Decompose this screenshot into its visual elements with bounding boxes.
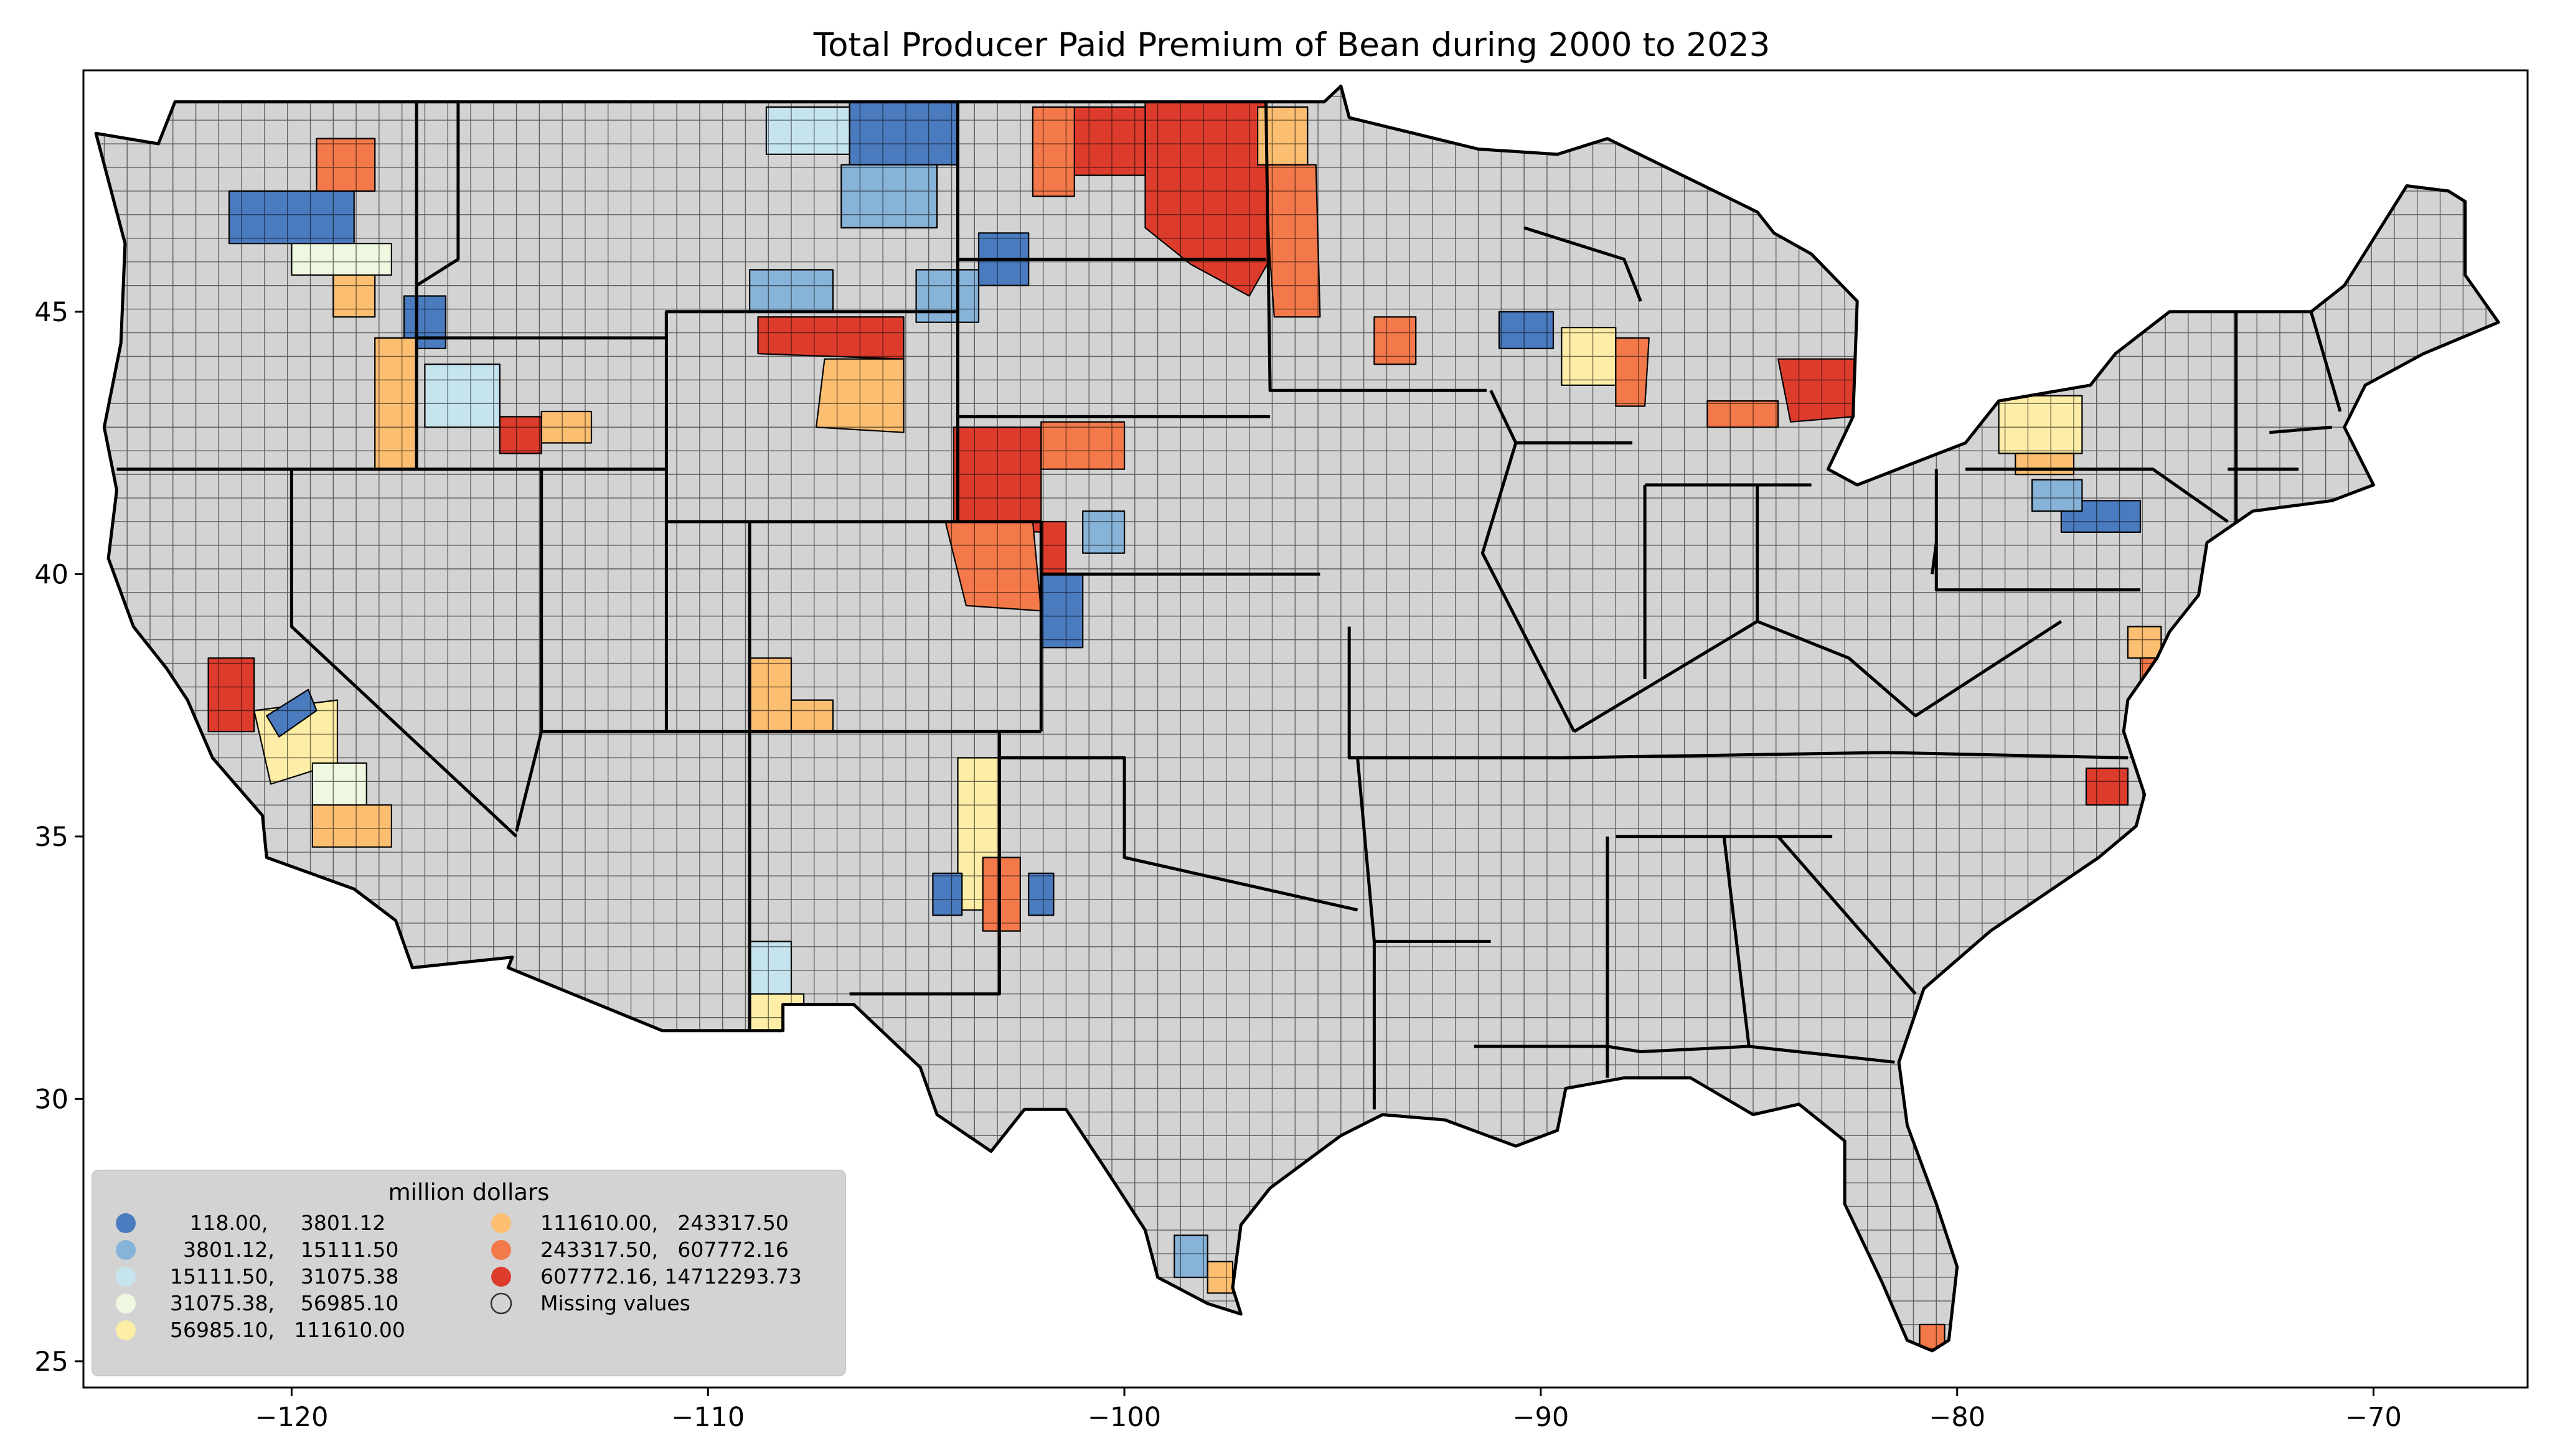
county-region [1706,400,1779,428]
state-border [2309,311,2342,412]
county-region [1998,395,2083,454]
state-border [1480,390,1576,733]
x-tick-label: −100 [1088,1402,1161,1433]
county-region [2085,768,2129,806]
state-border [1934,469,2140,592]
legend: million dollars 118.00, 3801.12 3801.12,… [92,1170,846,1376]
county-region [2127,626,2162,659]
state-borders [94,84,2500,1353]
legend-marker [491,1240,511,1260]
county-region [1040,421,1126,470]
legend-entry-label: 3801.12, 15111.50 [157,1238,398,1262]
county-region [1498,311,1555,349]
legend-entry-label: 118.00, 3801.12 [157,1211,385,1235]
county-region [765,106,850,155]
county-region [1174,1234,1208,1279]
y-tick-label: 30 [34,1084,68,1115]
y-axis: 25 30 35 40 45 [34,297,83,1378]
county-region [982,857,1022,932]
y-tick-label: 45 [34,297,68,328]
county-region [316,138,376,192]
county-region [2031,479,2083,512]
y-tick-label: 35 [34,822,68,853]
legend-entry-label: 15111.50, 31075.38 [157,1264,398,1289]
county-region [1615,337,1650,407]
state-border [289,469,518,838]
county-region [291,243,393,276]
state-border [849,731,1001,996]
map-layer [96,86,2499,1351]
legend-entry-label: Missing values [540,1291,690,1315]
county-region [1028,872,1055,916]
x-tick-label: −110 [671,1402,745,1433]
legend-marker [491,1213,511,1233]
state-border [1523,226,1642,302]
x-tick-label: −120 [255,1402,328,1433]
state-border [1561,751,2128,759]
state-border [1264,101,1487,392]
county-region [748,657,793,733]
y-tick-label: 25 [34,1346,68,1378]
legend-entry-label: 31075.38, 56985.10 [157,1291,398,1315]
county-region [499,416,542,454]
county-region [915,269,980,323]
state-border [1777,835,1917,995]
x-axis: −120 −110 −100 −90 −80 −70 [255,1388,2402,1433]
chart-title: Total Producer Paid Premium of Bean duri… [813,26,1771,64]
state-border [999,756,1358,912]
x-tick-label: −80 [1929,1402,1985,1433]
state-border [1474,1045,1895,1064]
state-border [415,101,958,340]
legend-box [92,1170,846,1376]
county-region [228,190,355,245]
legend-entry-label: 607772.16, 14712293.73 [540,1264,802,1289]
legend-marker [116,1294,136,1313]
legend-title: million dollars [388,1179,550,1206]
county-region [311,804,393,848]
county-region [1777,358,1858,423]
state-border [2269,425,2332,434]
legend-marker [116,1213,136,1233]
county-region [757,316,905,360]
legend-marker [116,1320,136,1340]
state-border [1931,542,1938,575]
state-border [1722,836,1751,1047]
county-region [424,363,501,428]
x-tick-label: −90 [1513,1402,1569,1433]
conus-landmass [96,86,2499,1351]
county-region [207,657,255,733]
county-region [1373,316,1417,365]
county-region [1265,164,1321,318]
state-border [1573,619,2063,733]
legend-entry-label: 111610.00, 243317.50 [540,1211,789,1235]
county-region [1040,573,1084,649]
legend-entry-label: 56985.10, 111610.00 [157,1318,405,1342]
county-region [748,941,793,995]
county-region [932,872,963,916]
county-region [840,164,938,228]
county-region [849,101,959,166]
legend-entry-label: 243317.50, 607772.16 [540,1238,789,1262]
y-tick-label: 40 [34,559,68,590]
county-region [790,699,834,733]
legend-marker [491,1267,511,1287]
conus-outline [94,84,2500,1353]
legend-marker [116,1240,136,1260]
state-border [1347,626,1562,759]
legend-marker [490,1292,512,1315]
state-border [1965,467,2229,524]
county-region [2015,453,2075,476]
legend-marker [116,1267,136,1287]
x-tick-label: −70 [2345,1402,2402,1433]
